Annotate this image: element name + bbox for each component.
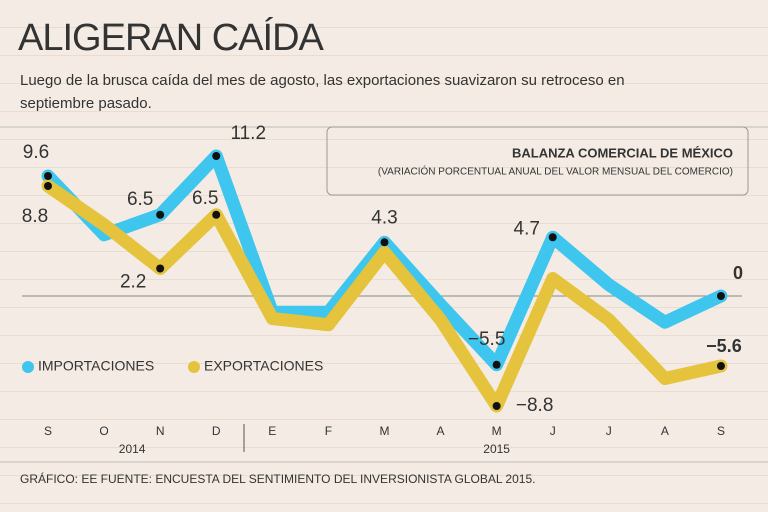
- value-label: 6.5: [192, 188, 218, 209]
- x-tick-label: J: [606, 424, 612, 438]
- value-label: −5.6: [706, 336, 742, 356]
- x-tick-label: F: [325, 424, 332, 438]
- point: [492, 402, 501, 410]
- point: [156, 264, 165, 273]
- subtitle: Luego de la brusca caída del mes de agos…: [20, 72, 625, 89]
- legend-label: IMPORTACIONES: [38, 358, 154, 374]
- point: [716, 292, 725, 300]
- point: [212, 152, 221, 160]
- value-label: 4.7: [514, 218, 540, 239]
- value-label: 4.3: [371, 207, 397, 228]
- legend-label: EXPORTACIONES: [204, 358, 323, 374]
- point: [380, 238, 389, 247]
- x-tick-label: M: [379, 424, 389, 438]
- x-tick-label: O: [99, 424, 108, 438]
- legend-swatch: [22, 361, 34, 373]
- x-tick-label: S: [717, 424, 725, 438]
- value-label: 0: [733, 263, 743, 283]
- value-label: 8.8: [22, 206, 48, 227]
- chart-title: ALIGERAN CAÍDA: [18, 16, 325, 59]
- value-label: 9.6: [23, 142, 49, 163]
- year-label: 2015: [483, 442, 510, 456]
- value-label: −5.5: [468, 329, 506, 350]
- x-tick-label: J: [550, 424, 556, 438]
- box-subtitle: (VARIACIÓN PORCENTUAL ANUAL DEL VALOR ME…: [378, 165, 733, 178]
- point: [548, 233, 557, 242]
- point: [492, 360, 501, 369]
- x-tick-label: M: [492, 424, 502, 438]
- point: [716, 362, 725, 370]
- subtitle: septiembre pasado.: [20, 95, 152, 112]
- x-tick-label: S: [44, 424, 52, 438]
- x-tick-label: A: [661, 424, 669, 438]
- info-box: [326, 126, 749, 196]
- point: [44, 182, 52, 190]
- value-label: 11.2: [230, 123, 266, 144]
- point: [44, 172, 52, 180]
- value-label: 6.5: [127, 189, 153, 210]
- box-title: BALANZA COMERCIAL DE MÉXICO: [512, 145, 733, 160]
- value-label: 2.2: [120, 272, 146, 293]
- x-tick-label: A: [437, 424, 445, 438]
- source: GRÁFICO: EE FUENTE: ENCUESTA DEL SENTIMI…: [20, 471, 535, 486]
- x-tick-label: D: [212, 424, 221, 438]
- point: [212, 210, 221, 219]
- point: [156, 210, 165, 219]
- x-tick-label: E: [268, 424, 276, 438]
- year-label: 2014: [119, 442, 146, 456]
- legend-swatch: [188, 361, 200, 373]
- x-tick-label: N: [156, 424, 165, 438]
- value-label: −8.8: [516, 395, 554, 416]
